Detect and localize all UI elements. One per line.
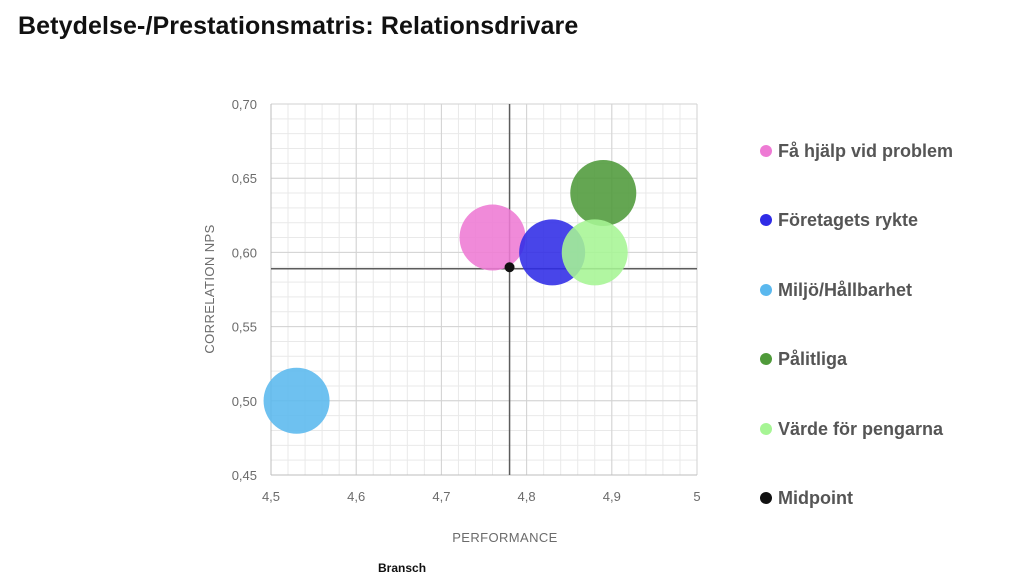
y-tick-label: 0,55 bbox=[232, 320, 257, 335]
legend-swatch bbox=[760, 422, 772, 435]
y-tick-label: 0,60 bbox=[232, 245, 257, 260]
legend-swatch bbox=[760, 283, 772, 296]
x-tick-label: 4,5 bbox=[262, 489, 280, 504]
y-tick-label: 0,50 bbox=[232, 394, 257, 409]
crosshair-layer bbox=[271, 104, 697, 475]
legend-label: Pålitliga bbox=[778, 349, 848, 370]
legend-label: Värde för pengarna bbox=[778, 418, 944, 439]
y-tick-label: 0,65 bbox=[232, 171, 257, 186]
y-tick-label: 0,45 bbox=[232, 468, 257, 483]
legend-swatch bbox=[760, 353, 772, 366]
legend-swatch bbox=[760, 492, 772, 505]
grid-layer bbox=[270, 103, 698, 476]
legend-item: Miljö/Hållbarhet bbox=[760, 255, 953, 325]
bubble-point bbox=[459, 204, 526, 271]
bubble-point bbox=[570, 160, 637, 227]
legend-label: Midpoint bbox=[778, 488, 853, 509]
legend-item: Värde för pengarna bbox=[760, 394, 953, 464]
legend-item: Företagets rykte bbox=[760, 186, 953, 256]
bubble-point bbox=[263, 367, 330, 434]
footer-label: Bransch bbox=[378, 561, 427, 575]
legend-item: Få hjälp vid problem bbox=[760, 116, 953, 186]
y-tick-label: 0,70 bbox=[232, 97, 257, 112]
legend-swatch bbox=[760, 214, 772, 227]
y-axis-title: CORRELATION NPS bbox=[202, 224, 217, 353]
chart-legend: Få hjälp vid problem Företagets rykte Milj… bbox=[760, 116, 953, 533]
x-axis-title: PERFORMANCE bbox=[452, 530, 558, 545]
x-tick-label: 5 bbox=[693, 489, 700, 504]
legend-label: Få hjälp vid problem bbox=[778, 140, 954, 161]
x-tick-label: 4,6 bbox=[347, 489, 365, 504]
legend-label: Företagets rykte bbox=[778, 210, 919, 231]
legend-label: Miljö/Hållbarhet bbox=[778, 279, 913, 300]
page-title: Betydelse-/Prestationsmatris: Relationsd… bbox=[18, 12, 579, 40]
legend-item: Midpoint bbox=[760, 464, 953, 534]
bubble-point bbox=[561, 219, 628, 286]
x-tick-label: 4,9 bbox=[603, 489, 621, 504]
x-tick-label: 4,8 bbox=[518, 489, 536, 504]
midpoint-marker bbox=[504, 262, 515, 273]
bubble-layer bbox=[263, 160, 637, 434]
axes-layer: 4,5 4,6 4,7 4,8 4,9 5 0,45 0,50 0,55 0,60 0,65 0,70 bbox=[232, 97, 701, 504]
legend-swatch bbox=[760, 144, 772, 157]
x-tick-label: 4,7 bbox=[432, 489, 450, 504]
legend-item: Pålitliga bbox=[760, 325, 953, 395]
